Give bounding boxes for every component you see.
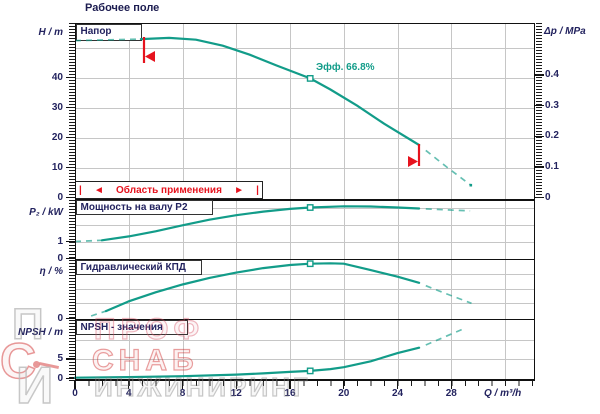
flow-limit-marker-arrow-icon: [408, 156, 418, 167]
watermark-logo-p: П: [11, 300, 44, 349]
gridline: [397, 23, 399, 381]
curves-canvas: [73, 36, 473, 379]
tick-label: 40: [51, 71, 63, 83]
gridline: [290, 23, 291, 381]
tick-label: 20: [51, 131, 63, 143]
head-curve: [425, 149, 471, 186]
gridline: [451, 23, 453, 381]
tick-label: 10: [51, 161, 63, 173]
flow-limit-marker-arrow-icon: [145, 51, 155, 62]
p2-curve: [100, 205, 421, 242]
eta-panel-label: Гидравлический КПД: [75, 259, 202, 275]
range-arrow-right-icon: ►: [234, 184, 244, 196]
gridline: [75, 137, 535, 139]
gridline: [75, 77, 535, 79]
gridline: [236, 23, 238, 381]
npsh-axis-label: NPSH / m: [17, 327, 63, 338]
gridline: [75, 167, 535, 169]
gridline: [75, 107, 535, 109]
watermark-logo-i: И: [15, 357, 54, 414]
panel-separator: [75, 258, 535, 260]
range-bar-left: |: [79, 184, 82, 196]
panel-separator: [75, 199, 535, 201]
eta-curve: [104, 262, 421, 313]
application-range-label: Область применения: [116, 184, 222, 196]
npsh-panel-label: NPSH - значения: [75, 319, 188, 335]
right-axis-minor-ticks: [536, 23, 542, 199]
application-range-box: | ◄ Область применения ► |: [75, 181, 263, 199]
range-arrow-left-icon: ◄: [93, 184, 104, 196]
gridline: [75, 303, 535, 304]
head-left-axis-label: H / m: [38, 27, 63, 38]
p2-curve: [425, 208, 471, 212]
head-right-axis-label: Δp / MPa: [544, 26, 586, 37]
gridline: [343, 23, 345, 381]
tick-label: 1: [57, 235, 63, 247]
x-axis-minor-ticks: [75, 381, 536, 386]
tick-label: 0.4: [545, 69, 559, 80]
tick-label: 5: [57, 353, 63, 364]
gridline: [75, 224, 535, 226]
head-curve-end-dot: [469, 183, 473, 187]
tick-label: 0.1: [545, 161, 559, 172]
x-axis-label: Q / m³/h: [484, 388, 522, 399]
head-duty-point-marker: [306, 75, 314, 82]
gridline: [75, 241, 535, 243]
panel-separator: [75, 318, 535, 320]
npsh-curve: [73, 346, 421, 379]
tick-label: 0: [72, 388, 78, 399]
chart-title: Рабочее поле: [85, 2, 160, 14]
tick-label: 0.3: [545, 99, 559, 111]
p2-panel-label: Мощность на валу P2: [75, 199, 213, 215]
tick-label: 24: [391, 388, 404, 399]
tick-label: 0: [57, 191, 63, 203]
tick-label: 16: [284, 388, 296, 399]
eta-axis-label: η / %: [39, 266, 63, 277]
tick-label: 0.2: [545, 130, 559, 142]
tick-label: 0: [57, 312, 63, 324]
tick-label: 12: [230, 388, 242, 399]
eta-duty-point-marker: [306, 260, 314, 268]
tick-label: 20: [338, 388, 350, 399]
npsh-curve: [425, 328, 463, 346]
p2-curve: [74, 239, 102, 243]
gridline: [75, 359, 535, 360]
tick-label: 0: [545, 191, 551, 203]
head-curve: [139, 36, 421, 147]
npsh-duty-point-marker: [306, 367, 314, 375]
p2-duty-point-marker: [306, 204, 314, 211]
gridline: [505, 23, 506, 381]
efficiency-annotation: Эфф. 66.8%: [316, 62, 375, 73]
tick-label: 28: [445, 388, 457, 399]
tick-label: 0: [57, 252, 63, 264]
tick-label: 0: [57, 372, 63, 384]
tick-label: 8: [179, 388, 186, 399]
head-curve: [74, 38, 141, 42]
p2-axis-label: P₂ / kW: [29, 207, 63, 218]
left-axis-minor-ticks: [69, 23, 75, 381]
tick-label: 30: [51, 101, 63, 113]
range-bar-right: |: [256, 184, 259, 196]
gridline: [75, 288, 535, 290]
tick-label: 4: [126, 388, 132, 399]
gridline: [75, 47, 535, 49]
eta-curve: [90, 310, 107, 317]
gridline: [75, 339, 535, 341]
eta-curve: [425, 284, 472, 305]
gridline: [75, 274, 535, 275]
